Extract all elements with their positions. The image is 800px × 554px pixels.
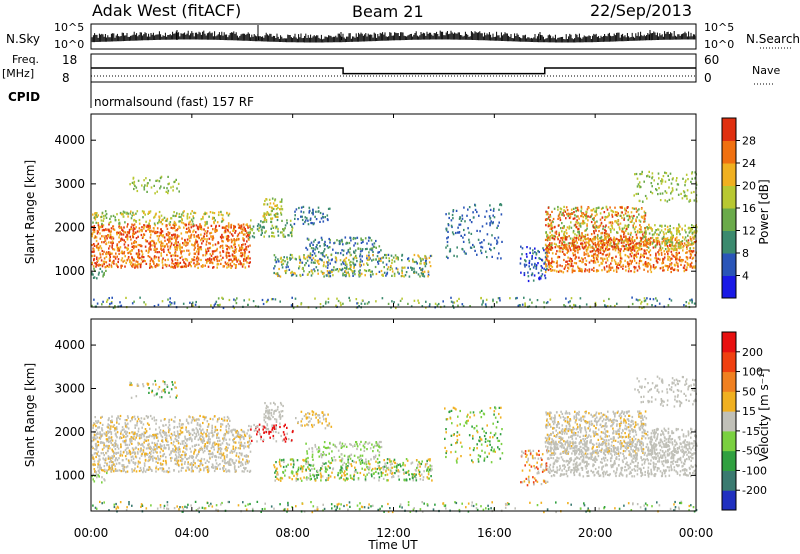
power-colorbar: 4 8 12 16 20 24 28 [721, 117, 756, 299]
colorbar-tick-label: 24 [742, 157, 756, 170]
cpid-label: CPID [8, 90, 40, 104]
velocity-ylabel: Slant Range [km] [23, 363, 37, 467]
velocity-colorbar-label: Velocity [m s⁻¹] [757, 368, 771, 461]
colorbar-tick-label: 100 [742, 366, 763, 379]
colorbar-swatch [722, 351, 736, 373]
colorbar-tick-label: 15 [742, 405, 756, 418]
x-tick-label: 00:00 [74, 526, 109, 540]
colorbar-tick-label: 50 [742, 385, 756, 398]
colorbar-swatch [722, 470, 736, 491]
y-tick-label: 2000 [54, 221, 85, 235]
x-tick-label: 20:00 [578, 526, 613, 540]
y-tick-label: 4000 [54, 338, 85, 352]
power-colorbar-label: Power [dB] [757, 179, 771, 244]
nsky-tick-low: 10^0 [54, 38, 84, 51]
freq-unit: [MHz] [2, 67, 34, 80]
velocity-colorbar: 200 100 50 15 -15 -50 -100 -200 [721, 331, 767, 511]
colorbar-tick-label: 28 [742, 135, 756, 148]
date-title: 22/Sep/2013 [590, 1, 692, 20]
colorbar-tick-label: -100 [742, 464, 767, 477]
x-tick-label: 04:00 [175, 526, 210, 540]
colorbar-tick-label: 12 [742, 225, 756, 238]
beam-title: Beam 21 [352, 2, 424, 21]
nsearch-tick-low: 10^0 [704, 38, 734, 51]
colorbar-swatch [722, 391, 736, 412]
colorbar-swatch [722, 490, 736, 511]
colorbar-swatch [722, 332, 736, 353]
power-field [91, 170, 698, 310]
nsearch-tick-high: 10^5 [704, 21, 734, 34]
colorbar-tick-label: 200 [742, 346, 763, 359]
colorbar-swatch [722, 230, 736, 254]
colorbar-tick-label: 16 [742, 202, 756, 215]
x-tick-label: 12:00 [376, 526, 411, 540]
nsearch-label: N.Search [746, 32, 800, 46]
colorbar-tick-label: -15 [742, 425, 760, 438]
colorbar-swatch [722, 411, 736, 432]
colorbar-swatch [722, 118, 736, 141]
colorbar-swatch [722, 450, 736, 471]
colorbar-tick-label: 20 [742, 180, 756, 193]
cpid-text: normalsound (fast) 157 RF [94, 95, 254, 109]
colorbar-tick-label: 4 [742, 270, 749, 283]
nsky-tick-high: 10^5 [54, 21, 84, 34]
x-tick-label: 16:00 [477, 526, 512, 540]
x-tick-label: 00:00 [679, 526, 714, 540]
x-axis: 00:00 04:00 08:00 12:00 16:00 20:00 00:00 [74, 114, 714, 540]
station-title: Adak West (fitACF) [92, 1, 241, 20]
y-tick-label: 3000 [54, 177, 85, 191]
colorbar-swatch [722, 185, 736, 209]
velocity-y-axis: 1000 2000 3000 4000 [54, 338, 696, 482]
colorbar-tick-label: -200 [742, 484, 767, 497]
colorbar-swatch [722, 253, 736, 276]
colorbar-swatch [722, 371, 736, 392]
nsky-label: N.Sky [6, 32, 40, 46]
y-tick-label: 1000 [54, 468, 85, 482]
colorbar-swatch [722, 208, 736, 231]
power-ylabel: Slant Range [km] [23, 160, 37, 264]
nsky-trace [90, 25, 697, 43]
y-tick-label: 4000 [54, 133, 85, 147]
y-tick-label: 3000 [54, 382, 85, 396]
nave-tick-high: 60 [704, 53, 719, 67]
colorbar-tick-label: 8 [742, 247, 749, 260]
x-axis-label: Time UT [367, 538, 418, 552]
colorbar-swatch [722, 275, 736, 299]
colorbar-swatch [722, 430, 736, 452]
freq-tick-high: 18 [62, 53, 77, 67]
power-y-axis: 1000 2000 3000 4000 [54, 133, 696, 278]
freq-label: Freq. [12, 53, 39, 66]
colorbar-swatch [722, 140, 736, 164]
velocity-field [91, 375, 698, 514]
freq-line [91, 67, 696, 75]
freq-tick-low: 8 [62, 71, 70, 85]
nave-label: Nave [752, 64, 780, 77]
y-tick-label: 2000 [54, 425, 85, 439]
power-panel [90, 113, 697, 308]
colorbar-swatch [722, 163, 736, 186]
nave-tick-low: 0 [704, 71, 712, 85]
x-tick-label: 08:00 [275, 526, 310, 540]
y-tick-label: 1000 [54, 264, 85, 278]
colorbar-tick-label: -50 [742, 445, 760, 458]
